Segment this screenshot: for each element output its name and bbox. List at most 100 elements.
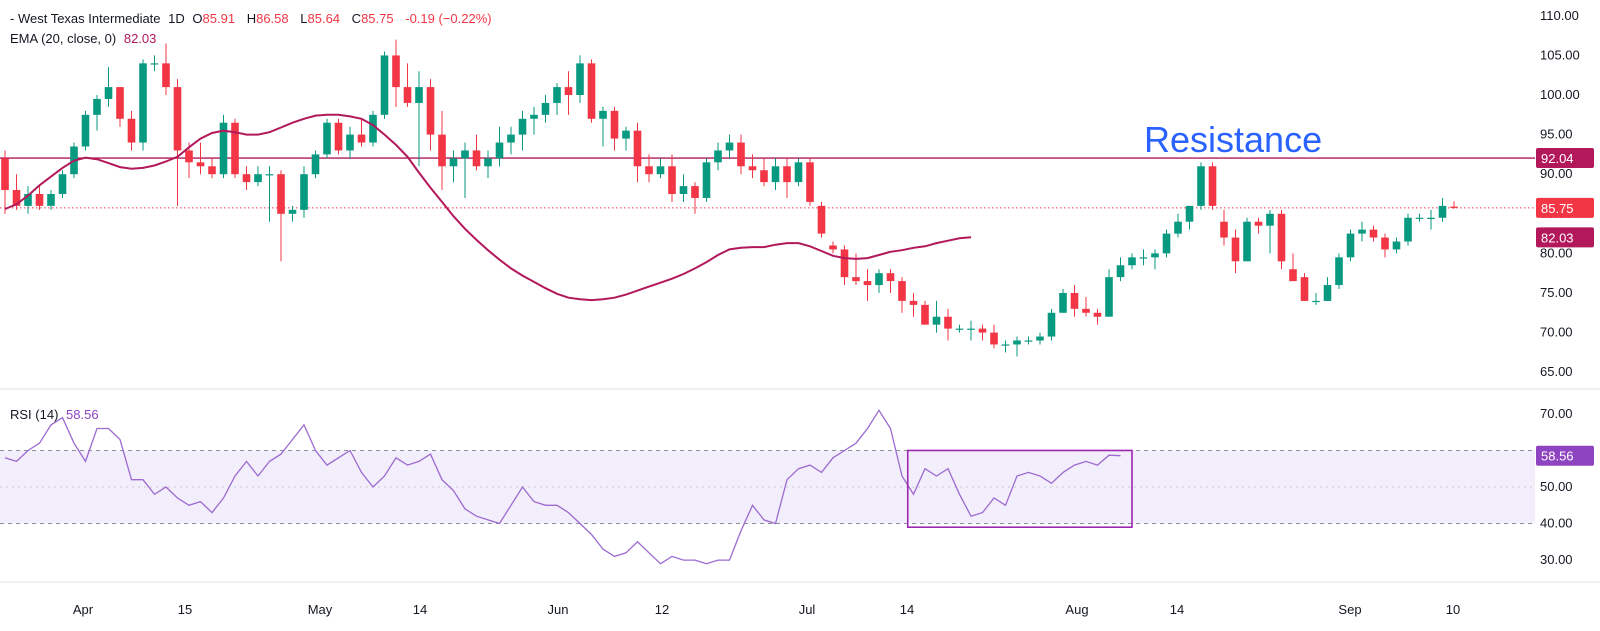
candle — [978, 324, 987, 341]
candle — [415, 71, 423, 167]
ema-legend[interactable]: EMA (20, close, 0) 82.03 — [10, 31, 160, 46]
symbol-name[interactable]: - West Texas Intermediate — [10, 11, 161, 26]
time-tick-label: Sep — [1338, 602, 1361, 617]
candle — [1162, 229, 1171, 258]
candle-body — [553, 87, 561, 103]
candle — [449, 150, 458, 183]
candle — [1335, 253, 1343, 290]
candle — [656, 158, 665, 179]
price-badge: 92.04 — [1536, 148, 1594, 169]
candle — [1404, 213, 1412, 246]
candle — [1001, 340, 1010, 353]
candle-body — [196, 162, 205, 167]
candle — [1312, 292, 1320, 305]
candle-body — [518, 118, 527, 135]
candle-body — [357, 134, 366, 143]
candle — [909, 292, 918, 317]
candle — [1438, 197, 1447, 222]
candle-body — [1404, 217, 1412, 242]
candle — [484, 150, 492, 179]
candle — [875, 269, 883, 293]
candle-body — [1289, 269, 1297, 282]
candle-body — [323, 122, 331, 155]
candle — [1243, 217, 1251, 262]
candle-body — [185, 150, 193, 163]
candle-body — [921, 304, 929, 325]
candle-body — [783, 166, 791, 183]
candle — [24, 186, 32, 214]
candle — [1105, 269, 1113, 317]
candle-body — [1346, 233, 1355, 258]
candle — [1116, 257, 1125, 282]
candle-body — [1220, 221, 1228, 238]
candle — [265, 166, 274, 222]
candle-body — [300, 174, 308, 210]
candle-body — [93, 98, 101, 115]
candle — [1254, 217, 1263, 234]
rsi-tick-label: 70.00 — [1540, 406, 1573, 421]
candle — [714, 142, 722, 171]
candle-body — [1415, 217, 1424, 219]
candle-body — [1174, 221, 1182, 234]
candle-body — [1036, 336, 1044, 341]
time-tick-label: Jul — [799, 602, 816, 617]
price-badge-label: 85.75 — [1541, 201, 1574, 216]
candle — [1208, 162, 1217, 210]
rsi-badge-bg — [1536, 445, 1594, 466]
price-tick-label: 90.00 — [1540, 166, 1573, 181]
candle-body — [311, 154, 320, 175]
candle — [150, 55, 159, 72]
candle — [81, 110, 90, 151]
candle-body — [852, 277, 860, 282]
candle-body — [714, 150, 722, 163]
candle — [139, 59, 147, 151]
rsi-tick-label: 50.00 — [1540, 479, 1573, 494]
price-tick-label: 100.00 — [1540, 87, 1580, 102]
price-tick-label: 80.00 — [1540, 245, 1573, 260]
candle — [346, 126, 354, 159]
candle-body — [1438, 205, 1447, 218]
candle-body — [449, 158, 458, 167]
candle — [104, 67, 113, 107]
candle — [955, 324, 964, 333]
candle-body — [139, 63, 147, 143]
price-tick-label: 95.00 — [1540, 127, 1573, 142]
candle — [1392, 237, 1401, 254]
rsi-legend[interactable]: RSI (14) 58.56 — [10, 407, 103, 422]
candle-body — [1162, 233, 1171, 254]
candle-body — [1093, 312, 1102, 317]
candle-body — [24, 194, 32, 206]
candle — [691, 182, 699, 214]
candle-body — [668, 166, 676, 194]
rsi-value: 58.56 — [66, 407, 99, 422]
candle-body — [438, 134, 446, 167]
candle-body — [806, 162, 814, 202]
candle-body — [1300, 277, 1309, 301]
candle — [541, 95, 550, 123]
candle-body — [1254, 221, 1263, 226]
candle — [564, 71, 573, 115]
candle — [357, 118, 366, 147]
candle-body — [541, 102, 550, 115]
price-tick-label: 105.00 — [1540, 47, 1580, 62]
candle — [1381, 233, 1389, 258]
candle-body — [1013, 340, 1021, 345]
candle — [1277, 209, 1286, 270]
candle — [518, 110, 527, 151]
interval-label[interactable]: 1D — [168, 11, 185, 26]
candle-body — [277, 174, 285, 214]
candle-body — [587, 63, 596, 119]
candle-body — [898, 281, 906, 301]
candle-body — [507, 134, 515, 143]
candle-body — [530, 114, 538, 119]
candle — [426, 79, 435, 151]
candle-body — [909, 300, 918, 305]
candle-body — [346, 134, 354, 151]
candle — [1082, 296, 1090, 317]
candle-body — [978, 328, 987, 333]
candle — [254, 166, 262, 187]
candle-body — [472, 150, 481, 167]
candle — [1369, 225, 1378, 242]
